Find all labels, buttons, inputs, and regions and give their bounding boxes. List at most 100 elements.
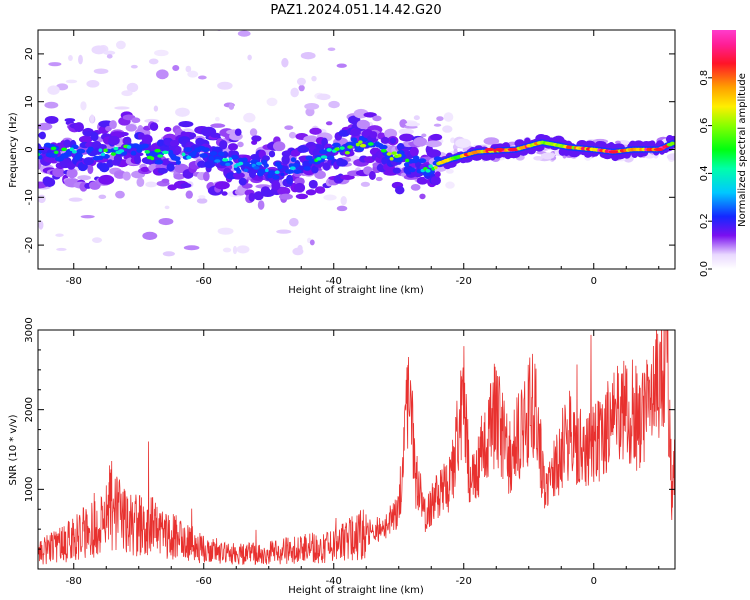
spectrogram-halo-cell: [368, 170, 376, 181]
spectrogram-ridge-cell: [367, 142, 374, 146]
spectrogram-halo-cell: [210, 132, 221, 138]
spectrogram-noise-cell: [80, 101, 87, 111]
snr-x-tick-label: -60: [196, 576, 212, 587]
spectrogram-noise-cell: [228, 103, 235, 110]
spectrogram-noise-cell: [533, 155, 543, 161]
spectrogram-band-cell: [76, 148, 86, 154]
spectrogram-noise-cell: [93, 68, 109, 74]
spectrogram-halo-cell: [399, 133, 414, 142]
spectrogram-noise-cell: [257, 200, 265, 210]
spectrogram-band-cell: [332, 142, 341, 148]
spectrogram-band-cell: [154, 159, 164, 165]
spectrogram-band-cell: [248, 169, 257, 179]
spectrogram-noise-cell: [130, 64, 138, 69]
spectrogram-halo-cell: [66, 168, 78, 179]
spectrogram-ridge-cell: [355, 142, 360, 147]
spectrogram-halo-cell: [237, 141, 244, 148]
spectrogram-panel: -80 -60 -40 -20 0 -20 -10 0 10 20 Height of stra…: [8, 29, 676, 296]
spectrogram-heatmap: [38, 30, 675, 269]
spectrogram-ridge-cell: [154, 148, 161, 153]
spectrogram-halo-cell: [44, 116, 59, 124]
spectrogram-ridge-cell: [157, 154, 164, 158]
spectrogram-noise-cell: [162, 251, 175, 257]
spectrogram-x-tick-label: -20: [456, 276, 472, 287]
spectrogram-noise-cell: [172, 64, 180, 71]
spectrogram-ridge-cell: [98, 148, 103, 152]
spectrogram-halo-cell: [125, 123, 137, 132]
spectrogram-halo-cell: [277, 186, 291, 196]
spectrogram-noise-cell: [421, 133, 427, 138]
colorbar-label: Normalized spectral amplitude: [737, 73, 748, 227]
spectrogram-halo-cell: [303, 135, 319, 143]
spectrogram-noise-cell: [292, 247, 304, 256]
spectrogram-x-tick-label: -80: [66, 276, 82, 287]
spectrogram-ridge-cell: [228, 157, 233, 161]
spectrogram-halo-cell: [98, 174, 115, 185]
spectrogram-band-cell: [267, 170, 277, 176]
spectrogram-band-cell: [263, 163, 269, 168]
spectrogram-halo-cell: [180, 183, 192, 188]
spectrogram-noise-cell: [86, 79, 100, 88]
spectrogram-band-cell: [90, 131, 99, 142]
spectrogram-noise-cell: [249, 128, 258, 137]
spectrogram-noise-cell: [103, 50, 116, 55]
spectrogram-band-cell: [123, 136, 132, 146]
colorbar-tick-label: 0.0: [699, 261, 710, 277]
spectrogram-noise-cell: [445, 181, 455, 189]
spectrogram-y-tick-label: 0: [24, 146, 35, 152]
spectrogram-halo-cell: [38, 122, 53, 131]
spectrogram-halo-cell: [163, 126, 172, 132]
spectrogram-halo-cell: [305, 189, 317, 196]
spectrogram-noise-cell: [145, 181, 157, 188]
spectrogram-y-axis-label: Frequency (Hz): [8, 112, 19, 188]
snr-y-tick-label: 2000: [24, 397, 35, 422]
spectrogram-noise-cell: [247, 54, 252, 61]
spectrogram-noise-cell: [340, 195, 347, 206]
spectrogram-noise-cell: [316, 93, 331, 101]
spectrogram-x-tick-label: -60: [196, 276, 212, 287]
spectrogram-band-cell: [326, 155, 335, 161]
snr-line-layer: [38, 330, 675, 566]
spectrogram-noise-cell: [56, 247, 67, 251]
spectrogram-band-cell: [108, 135, 120, 146]
spectrogram-noise-cell: [399, 119, 408, 128]
spectrogram-band-cell: [201, 147, 210, 153]
spectrogram-ridge-cell: [126, 145, 132, 149]
spectrogram-noise-cell: [405, 122, 421, 127]
spectrogram-halo-cell: [363, 112, 377, 118]
spectrogram-ridge-cell: [100, 152, 106, 157]
spectrogram-x-tick-label: -40: [326, 276, 342, 287]
spectrogram-noise-cell: [48, 62, 62, 67]
spectrogram-noise-cell: [148, 58, 159, 65]
spectrogram-band-cell: [167, 149, 174, 155]
spectrogram-noise-cell: [289, 217, 299, 227]
spectrogram-band-cell: [271, 180, 281, 191]
spectrogram-noise-cell: [116, 40, 126, 50]
spectrogram-ridge-cell: [181, 152, 186, 157]
spectrogram-noise-cell: [284, 125, 294, 130]
spectrogram-noise-cell: [144, 118, 160, 124]
spectrogram-noise-cell: [80, 215, 95, 219]
spectrogram-halo-cell: [73, 122, 85, 133]
spectrogram-halo-cell: [309, 127, 322, 135]
spectrogram-halo-cell: [294, 182, 306, 193]
spectrogram-halo-cell: [325, 121, 333, 126]
colorbar-tick-label: 0.6: [699, 118, 710, 134]
spectrogram-noise-cell: [666, 153, 675, 161]
spectrogram-ridge-cell: [386, 152, 392, 156]
spectrogram-ridge-cell: [110, 152, 116, 156]
snr-y-tick-label: 3000: [24, 317, 35, 342]
spectrogram-noise-cell: [300, 52, 316, 60]
spectrogram-ridge-cell: [289, 166, 296, 170]
spectrogram-band-cell: [141, 143, 149, 149]
spectrogram-noise-cell: [304, 103, 320, 110]
spectrogram-band-cell: [38, 154, 43, 160]
spectrogram-noise-cell: [98, 194, 107, 200]
spectrogram-ridge-cell: [326, 148, 332, 152]
spectrogram-noise-cell: [442, 125, 453, 133]
spectrogram-band-cell: [63, 139, 72, 148]
spectrogram-band-cell: [191, 150, 197, 156]
spectrogram-halo-cell: [140, 166, 150, 172]
spectrogram-band-cell: [83, 157, 95, 166]
spectrogram-noise-cell: [47, 85, 60, 95]
